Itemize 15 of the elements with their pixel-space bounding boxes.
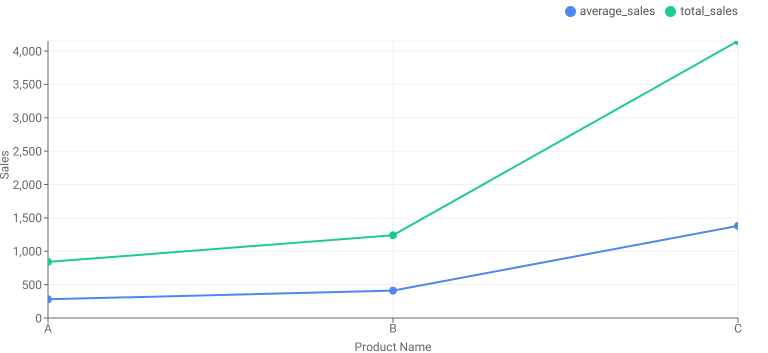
y-tick-label: 500 [22,278,42,292]
x-tick-label: C [734,322,742,336]
y-tick-label: 4,000 [12,44,42,58]
legend-label: average_sales [580,4,656,18]
y-tick-label: 1,500 [12,211,42,226]
y-tick-label: 2,500 [12,144,42,158]
y-tick-label: 2,000 [12,178,42,192]
legend-label: total_sales [680,4,738,18]
y-tick-label: 1,000 [12,244,42,259]
x-tick-label: B [389,322,397,336]
x-tick-label: A [44,322,52,336]
x-axis-title: Product Name [354,340,432,353]
y-tick-label: 0 [35,311,42,326]
y-tick-label: 3,000 [12,111,42,126]
y-tick-label: 3,500 [12,78,42,92]
